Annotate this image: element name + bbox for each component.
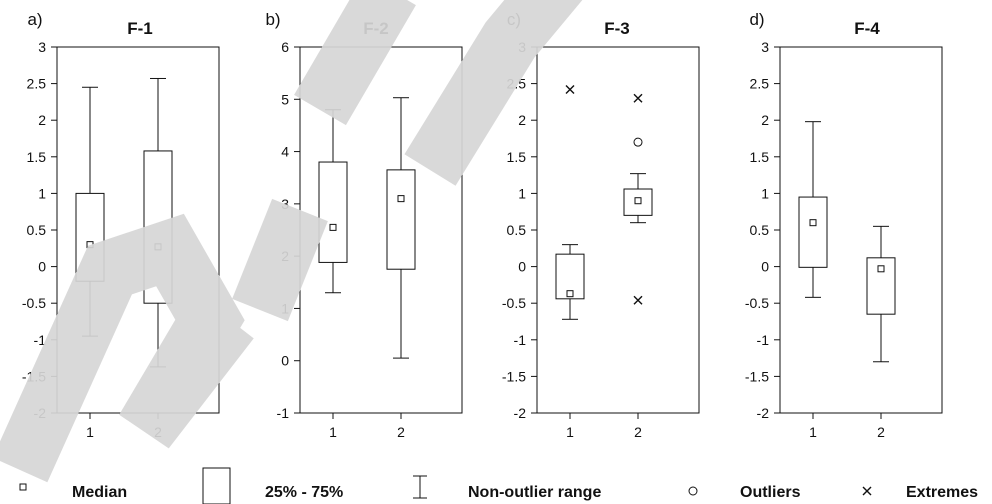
y-tick-label: 1.5 — [750, 149, 770, 165]
legend-label-box: 25% - 75% — [265, 484, 343, 501]
y-tick-label: 1 — [38, 185, 46, 201]
iqr-box — [386, 169, 416, 270]
box-1 — [798, 121, 828, 298]
outlier-point — [633, 137, 643, 147]
extreme-stroke — [633, 93, 643, 103]
y-tick-label: 3 — [38, 39, 46, 55]
x-tick-label: 1 — [329, 424, 337, 440]
legend-extreme-symbol — [862, 486, 872, 496]
legend-median-symbol — [19, 483, 27, 491]
y-tick-label: 6 — [281, 39, 289, 55]
extreme-point — [633, 93, 643, 103]
extreme-point — [633, 295, 643, 305]
legend: Median 25% - 75% Non-outlier range Outliers… — [19, 467, 978, 504]
panel-title: F-3 — [604, 19, 630, 38]
y-tick-label: 2 — [761, 112, 769, 128]
y-tick-label: 1.5 — [507, 149, 527, 165]
y-tick-label: -1 — [514, 332, 527, 348]
y-tick-label: 2.5 — [750, 76, 770, 92]
panel-title: F-1 — [127, 19, 153, 38]
chart-panel-3: c) F-3-2-1.5-1-0.500.511.522.531 2 — [502, 10, 700, 440]
legend-box-symbol — [202, 467, 231, 504]
median-marker — [634, 197, 642, 205]
y-tick-label: 0.5 — [27, 222, 47, 238]
y-tick-label: -0.5 — [502, 295, 526, 311]
extreme-point — [565, 84, 575, 94]
legend-outlier-symbol — [688, 486, 698, 496]
legend-label-outliers: Outliers — [740, 484, 801, 501]
legend-label-median: Median — [72, 484, 127, 501]
y-tick-label: 0 — [761, 259, 769, 275]
y-tick-label: 0.5 — [750, 222, 770, 238]
y-tick-label: 0.5 — [507, 222, 527, 238]
median-marker — [329, 223, 337, 231]
median-marker — [809, 219, 817, 227]
y-tick-label: 0 — [38, 259, 46, 275]
watermark — [0, 0, 583, 483]
panel-label: b) — [265, 10, 280, 29]
y-tick-label: 2 — [518, 112, 526, 128]
y-tick-label: -1 — [757, 332, 770, 348]
y-tick-label: 3 — [761, 39, 769, 55]
x-tick-label: 1 — [566, 424, 574, 440]
extreme-stroke — [565, 84, 575, 94]
y-tick-label: -1.5 — [502, 368, 526, 384]
y-tick-label: -1 — [277, 405, 290, 421]
y-tick-label: -1 — [34, 332, 47, 348]
y-tick-label: -1.5 — [745, 368, 769, 384]
y-tick-label: 1 — [761, 185, 769, 201]
y-tick-label: 0 — [518, 259, 526, 275]
y-tick-label: 1.5 — [27, 149, 47, 165]
median-marker — [877, 265, 885, 273]
box-2 — [623, 93, 653, 305]
y-tick-label: 5 — [281, 91, 289, 107]
x-tick-label: 2 — [397, 424, 405, 440]
plot-frame — [536, 46, 700, 414]
y-tick-label: -2 — [757, 405, 770, 421]
median-marker — [566, 290, 574, 298]
panel-label: d) — [749, 10, 764, 29]
box-2 — [386, 97, 416, 359]
legend-label-whisker: Non-outlier range — [468, 484, 601, 501]
y-tick-label: 2 — [38, 112, 46, 128]
iqr-box — [798, 196, 828, 268]
median-marker — [397, 195, 405, 203]
legend-extreme-stroke — [862, 486, 872, 496]
x-tick-label: 2 — [634, 424, 642, 440]
box-1 — [318, 109, 348, 294]
y-tick-label: 2.5 — [27, 76, 47, 92]
legend-label-extremes: Extremes — [906, 484, 978, 501]
x-tick-label: 2 — [877, 424, 885, 440]
panel-title: F-4 — [854, 19, 880, 38]
x-tick-label: 1 — [86, 424, 94, 440]
x-tick-label: 1 — [809, 424, 817, 440]
extreme-stroke — [633, 295, 643, 305]
chart-panel-4: d) F-4 -2 -1.5 -1 -0.5 0 0.5 1 1.5 2 2.5 3 1 2 — [745, 10, 943, 440]
box-2 — [866, 225, 896, 363]
y-tick-label: 1 — [518, 185, 526, 201]
iqr-box — [318, 161, 348, 263]
y-tick-label: 0 — [281, 353, 289, 369]
y-tick-label: 4 — [281, 144, 289, 160]
box-1 — [555, 84, 585, 320]
y-tick-label: -0.5 — [745, 295, 769, 311]
y-tick-label: -0.5 — [22, 295, 46, 311]
legend-whisker-symbol — [413, 475, 427, 499]
panel-label: a) — [27, 10, 42, 29]
y-tick-label: 3 — [281, 196, 289, 212]
y-tick-label: -2 — [514, 405, 527, 421]
